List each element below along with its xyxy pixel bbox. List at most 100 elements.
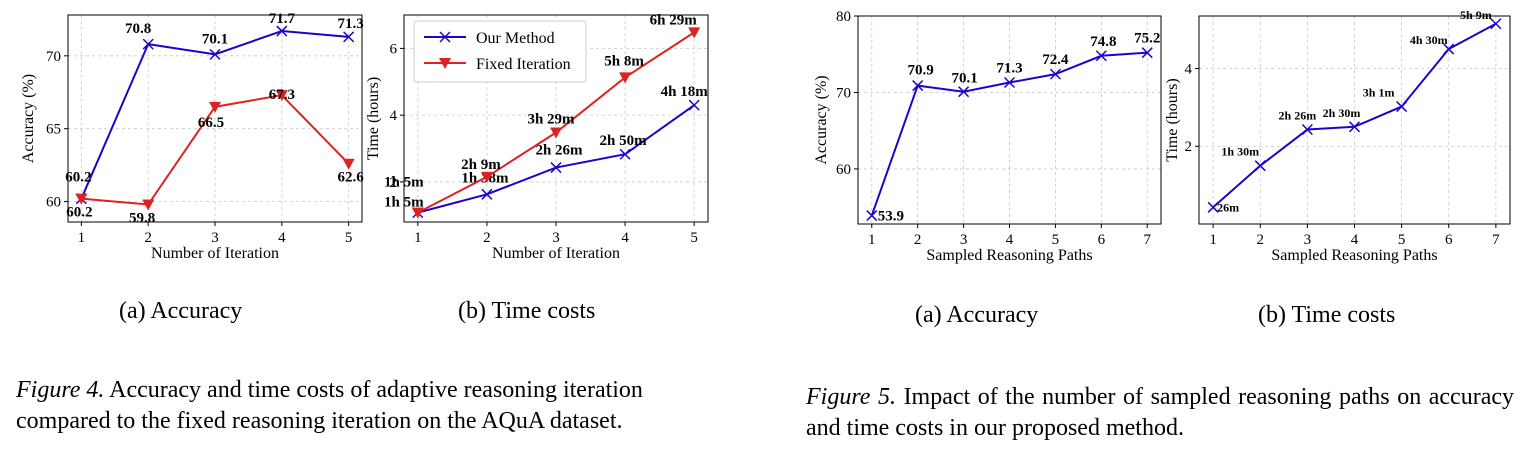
y-tick-label: 60 (46, 195, 61, 211)
x-tick-label: 2 (914, 232, 922, 248)
x-tick-label: 5 (1398, 232, 1406, 248)
data-label: 70.1 (951, 71, 977, 87)
x-tick-label: 4 (1006, 232, 1014, 248)
y-tick-label: 2 (390, 175, 398, 191)
data-point-marker (209, 48, 221, 60)
x-axis-label: Number of Iteration (492, 245, 620, 262)
data-label: 4h 18m (661, 84, 709, 100)
data-label: 3h 1m (1363, 86, 1395, 100)
data-label: 71.3 (996, 61, 1022, 77)
data-label: 1h 5m (384, 195, 424, 211)
x-tick-label: 3 (1304, 232, 1312, 248)
y-tick-label: 6 (390, 41, 398, 57)
data-point-marker (1396, 101, 1408, 113)
chart-panel-3: 1 2 3 4 5 6 7 60 70 80 Sampled Reasoning Paths Accu… (813, 9, 1162, 328)
data-point-marker (481, 188, 493, 200)
data-label: 2h 50m (600, 133, 648, 149)
y-tick-label: 60 (836, 162, 851, 178)
data-point-marker (1443, 43, 1455, 55)
data-point-marker (1141, 47, 1153, 59)
data-label: 3h 29m (527, 112, 575, 128)
figure5-caption: Figure 5. Impact of the number of sample… (806, 382, 1514, 444)
data-point-marker (75, 193, 88, 205)
figure5-caption-text: Impact of the number of sampled reasonin… (806, 384, 1515, 441)
x-tick-label: 7 (1492, 232, 1500, 248)
data-label: 66.5 (198, 115, 224, 131)
data-point-marker (1207, 201, 1219, 213)
x-tick-label: 7 (1143, 232, 1151, 248)
data-label: 71.7 (269, 11, 296, 27)
data-point-marker (1301, 123, 1313, 136)
data-point-marker (958, 86, 970, 98)
data-label: 1h 30m (1221, 145, 1259, 159)
x-axis-label: Sampled Reasoning Paths (926, 247, 1092, 264)
x-tick-label: 4 (621, 230, 629, 246)
data-label: 71.3 (338, 16, 364, 32)
data-label: 1h 5m (384, 175, 424, 191)
y-tick-label: 70 (46, 49, 61, 65)
data-point-marker (688, 99, 700, 111)
y-tick-label: 70 (836, 85, 851, 101)
data-label: 70.9 (908, 63, 934, 79)
subcaption: (a) Accuracy (119, 298, 242, 324)
y-axis-label: Accuracy (%) (813, 75, 830, 164)
y-axis-label: Time (hours) (365, 77, 382, 160)
data-label: 26m (1217, 200, 1239, 214)
y-tick-label: 65 (46, 122, 61, 138)
x-tick-label: 4 (1351, 232, 1359, 248)
x-tick-label: 1 (1209, 232, 1217, 248)
legend-label: Fixed Iteration (476, 56, 571, 73)
x-tick-label: 5 (345, 230, 353, 246)
data-label: 60.2 (65, 170, 91, 186)
subcaption: (b) Time costs (458, 298, 595, 324)
data-point-marker (209, 101, 221, 113)
x-tick-label: 1 (868, 232, 876, 248)
data-label: 53.9 (878, 209, 904, 225)
y-tick-label: 4 (390, 108, 398, 124)
y-tick-label: 2 (1185, 139, 1193, 155)
axes-frame (1198, 15, 1511, 225)
data-point-marker (480, 171, 493, 183)
x-tick-label: 2 (1257, 232, 1265, 248)
data-point-marker (142, 38, 154, 50)
data-label: 62.6 (338, 170, 365, 186)
data-label: 67.3 (269, 87, 295, 103)
data-point-marker (866, 210, 878, 222)
data-point-marker (1490, 18, 1502, 30)
data-point-marker (912, 80, 924, 92)
chart-panel-1: 1 2 3 4 5 60 65 70 Number of Iteration Accuracy (… (20, 11, 364, 324)
x-tick-label: 1 (78, 230, 86, 246)
data-label: 5h 8m (604, 53, 644, 69)
data-point-marker (1049, 68, 1061, 80)
x-tick-label: 3 (552, 230, 560, 246)
figure4-caption: Figure 4. Accuracy and time costs of ada… (16, 375, 736, 437)
data-point-marker (1348, 121, 1361, 133)
y-axis-label: Time (hours) (1164, 78, 1181, 161)
data-label: 2h 26m (535, 143, 583, 159)
x-tick-label: 3 (960, 232, 968, 248)
data-point-marker (688, 27, 701, 39)
y-tick-label: 4 (1185, 61, 1193, 77)
x-tick-label: 6 (1098, 232, 1106, 248)
figure4-caption-text: Accuracy and time costs of adaptive reas… (16, 377, 643, 434)
figure5-caption-label: Figure 5. (806, 384, 896, 410)
data-label: 6h 29m (650, 12, 698, 28)
data-point-marker (142, 199, 155, 211)
x-tick-label: 1 (414, 230, 422, 246)
y-tick-label: 80 (836, 9, 851, 25)
axes-frame (857, 15, 1162, 225)
data-label: 59.8 (129, 211, 155, 227)
subcaption: (a) Accuracy (915, 302, 1038, 328)
x-tick-label: 5 (1052, 232, 1060, 248)
data-point-marker (275, 90, 288, 102)
data-point-marker (619, 148, 631, 160)
data-point-marker (1003, 76, 1016, 89)
data-point-marker (550, 127, 562, 139)
x-axis-label: Number of Iteration (151, 245, 279, 262)
data-label: 2h 30m (1323, 106, 1361, 120)
legend-marker (439, 58, 451, 69)
data-label: 70.1 (202, 31, 228, 47)
data-point-marker (619, 72, 632, 84)
data-label: 72.4 (1042, 52, 1069, 68)
